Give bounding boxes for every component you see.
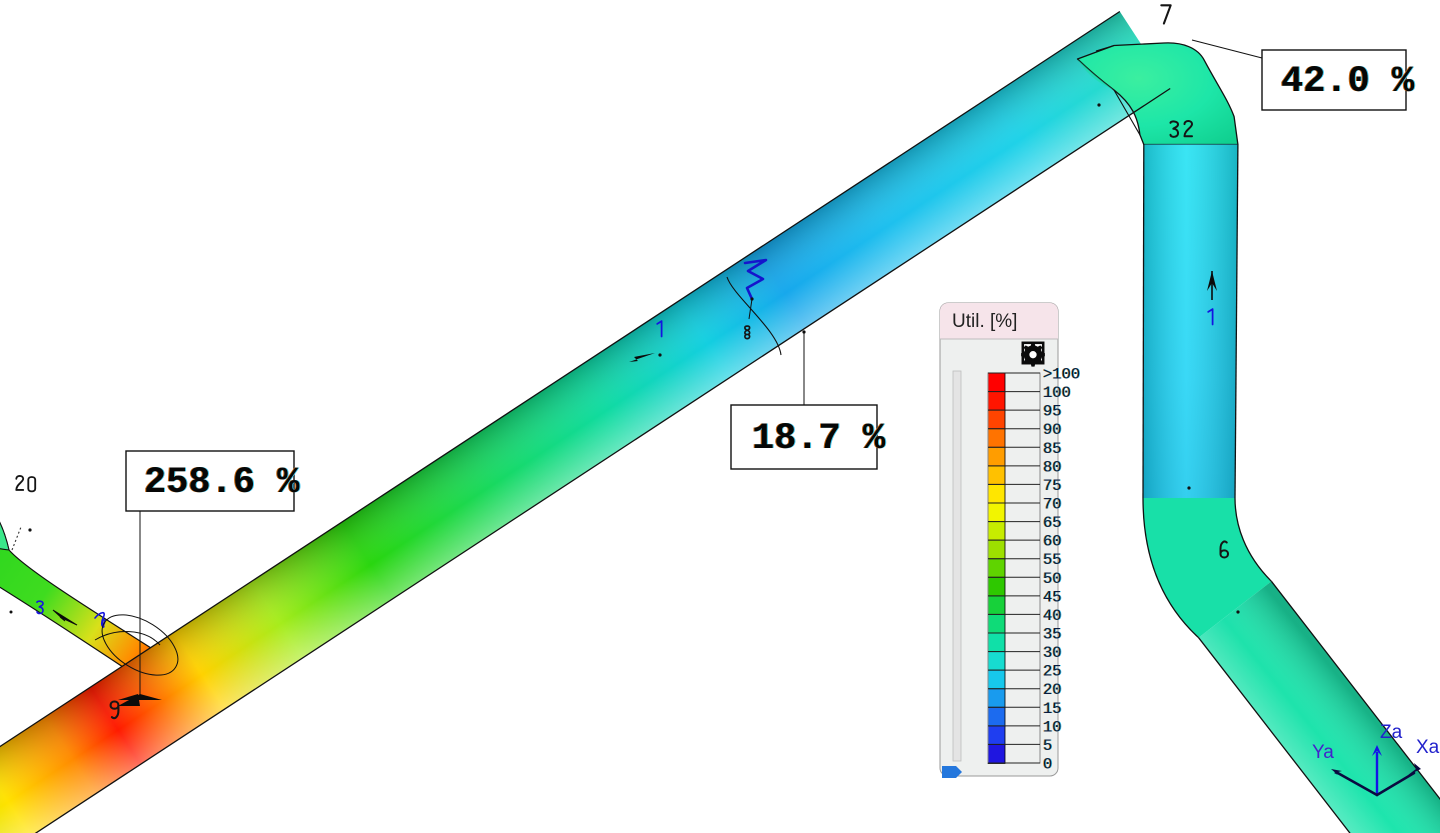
svg-text:35: 35 xyxy=(1043,626,1062,644)
svg-text:20: 20 xyxy=(1043,681,1062,699)
svg-text:95: 95 xyxy=(1043,403,1062,421)
svg-text:65: 65 xyxy=(1043,514,1062,532)
svg-text:>100: >100 xyxy=(1043,366,1080,384)
svg-text:60: 60 xyxy=(1043,533,1062,551)
svg-text:Util. [%]: Util. [%] xyxy=(952,311,1017,332)
svg-text:70: 70 xyxy=(1043,496,1062,514)
svg-text:Xa: Xa xyxy=(1416,737,1440,758)
svg-text:42.0 %: 42.0 % xyxy=(1281,61,1415,103)
svg-text:85: 85 xyxy=(1043,440,1062,458)
svg-text:25: 25 xyxy=(1043,663,1062,681)
svg-text:258.6 %: 258.6 % xyxy=(144,462,300,504)
svg-text:30: 30 xyxy=(1043,644,1062,662)
svg-text:18.7 %: 18.7 % xyxy=(752,418,886,460)
svg-text:90: 90 xyxy=(1043,421,1062,439)
svg-text:0: 0 xyxy=(1043,756,1052,774)
svg-text:5: 5 xyxy=(1043,737,1052,755)
svg-text:55: 55 xyxy=(1043,551,1062,569)
svg-text:50: 50 xyxy=(1043,570,1062,588)
svg-text:15: 15 xyxy=(1043,700,1062,718)
svg-text:80: 80 xyxy=(1043,458,1062,476)
svg-text:45: 45 xyxy=(1043,588,1062,606)
svg-text:100: 100 xyxy=(1043,384,1071,402)
svg-text:10: 10 xyxy=(1043,718,1062,736)
svg-text:40: 40 xyxy=(1043,607,1062,625)
svg-text:Za: Za xyxy=(1380,722,1403,743)
svg-text:75: 75 xyxy=(1043,477,1062,495)
svg-text:Ya: Ya xyxy=(1312,742,1334,763)
